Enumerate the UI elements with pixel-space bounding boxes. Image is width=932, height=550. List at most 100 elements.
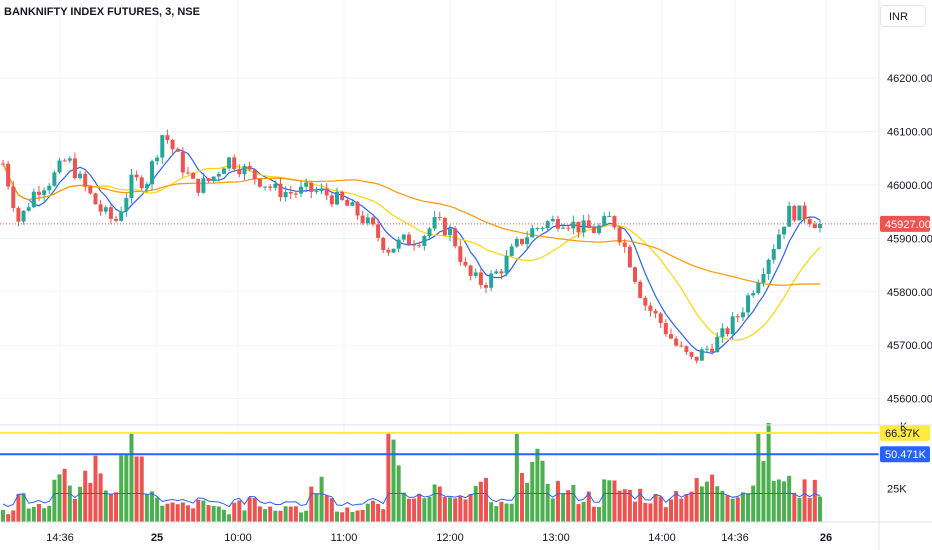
volume-bar <box>643 502 648 522</box>
volume-bar <box>489 502 494 522</box>
volume-bar <box>268 506 273 522</box>
volume-bar <box>376 503 381 522</box>
candle-body <box>88 186 93 194</box>
candle-body <box>422 236 427 246</box>
volume-bar <box>720 490 725 522</box>
volume-bar <box>391 439 396 522</box>
volume-level-tag <box>880 446 930 463</box>
candle-body <box>26 207 31 211</box>
candle-body <box>314 190 319 192</box>
volume-bar <box>463 499 468 522</box>
candle-body <box>576 221 581 233</box>
candle-body <box>602 216 607 226</box>
volume-bar <box>52 479 57 522</box>
candle-body <box>134 174 139 178</box>
candle-body <box>730 316 735 335</box>
volume-bar <box>561 493 566 522</box>
volume-level-label: 50.471K <box>885 449 927 461</box>
candle-body <box>365 217 370 224</box>
candle-body <box>221 168 226 174</box>
volume-bar <box>458 496 463 522</box>
volume-bar <box>144 493 149 522</box>
volume-bar <box>185 505 190 522</box>
volume-bar <box>571 485 576 522</box>
volume-bar <box>124 454 129 522</box>
volume-ma-line <box>2 492 821 508</box>
candle-body <box>571 221 576 229</box>
volume-bar <box>422 498 427 522</box>
volume-bar <box>674 491 679 522</box>
candle-body <box>674 338 679 346</box>
volume-bar <box>160 505 165 522</box>
volume-bar <box>406 498 411 522</box>
candle-body <box>263 186 268 188</box>
volume-bar <box>514 433 519 522</box>
volume-levels: 66.37K 50.471K <box>0 424 930 463</box>
candle-body <box>93 193 98 205</box>
candle-body <box>299 186 304 194</box>
volume-bar <box>746 493 751 522</box>
candle-body <box>545 221 550 228</box>
currency-button[interactable]: INR <box>880 5 926 27</box>
volume-bar <box>180 502 185 522</box>
ma-yellow-line <box>2 163 821 341</box>
candle-body <box>83 173 88 187</box>
volume-bar <box>98 473 103 522</box>
volume-bar <box>751 485 756 522</box>
candle-body <box>191 172 196 179</box>
candle-body <box>360 215 365 224</box>
candle-body <box>663 323 668 335</box>
candle-body <box>694 356 699 361</box>
candle-body <box>417 245 422 247</box>
candle-body <box>1 163 5 165</box>
candle-body <box>67 158 72 161</box>
candle-body <box>180 151 185 173</box>
candle-body <box>329 195 334 205</box>
last-price-label: 45927.00 <box>885 219 931 231</box>
volume-bar <box>448 497 453 522</box>
candle-body <box>756 282 761 294</box>
candle-body <box>211 176 216 182</box>
volume-bar <box>442 496 447 522</box>
candle-body <box>129 174 134 199</box>
candle-body <box>473 272 478 276</box>
volume-bar <box>740 492 745 522</box>
candle-body <box>155 157 160 162</box>
candle-body <box>448 228 453 236</box>
candle-body <box>530 228 535 238</box>
volume-bar <box>381 509 386 522</box>
volume-bar <box>232 502 237 522</box>
price-tick-label: 45600.00 <box>887 394 932 406</box>
candle-body <box>509 246 514 256</box>
volume-bar <box>658 496 663 522</box>
volume-bar <box>36 503 41 522</box>
time-tick-label: 25 <box>151 532 163 544</box>
candle-body <box>47 185 52 191</box>
candle-body <box>355 202 360 216</box>
volume-bar <box>21 493 26 522</box>
candle-body <box>782 226 787 235</box>
candle-body <box>432 217 437 229</box>
candle-body <box>622 242 627 247</box>
volume-bar <box>155 497 160 522</box>
volume-bar <box>293 506 298 522</box>
candle-body <box>345 199 350 206</box>
volume-bar <box>725 495 730 522</box>
candle-body <box>535 228 540 230</box>
volume-bar <box>252 497 257 522</box>
volume-bar <box>93 455 98 522</box>
candle-body <box>98 204 103 212</box>
volume-bar <box>314 493 319 522</box>
candle-body <box>720 328 725 337</box>
candle-body <box>16 208 21 222</box>
chart-title: BANKNIFTY INDEX FUTURES, 3, NSE <box>4 6 200 18</box>
volume-bar <box>761 461 766 522</box>
volume-bar <box>412 498 417 522</box>
volume-bar <box>638 488 643 522</box>
candle-body <box>591 228 596 234</box>
candle-body <box>453 228 458 247</box>
volume-bar <box>1 509 5 522</box>
candle-body <box>124 198 129 212</box>
candle-body <box>735 316 740 318</box>
